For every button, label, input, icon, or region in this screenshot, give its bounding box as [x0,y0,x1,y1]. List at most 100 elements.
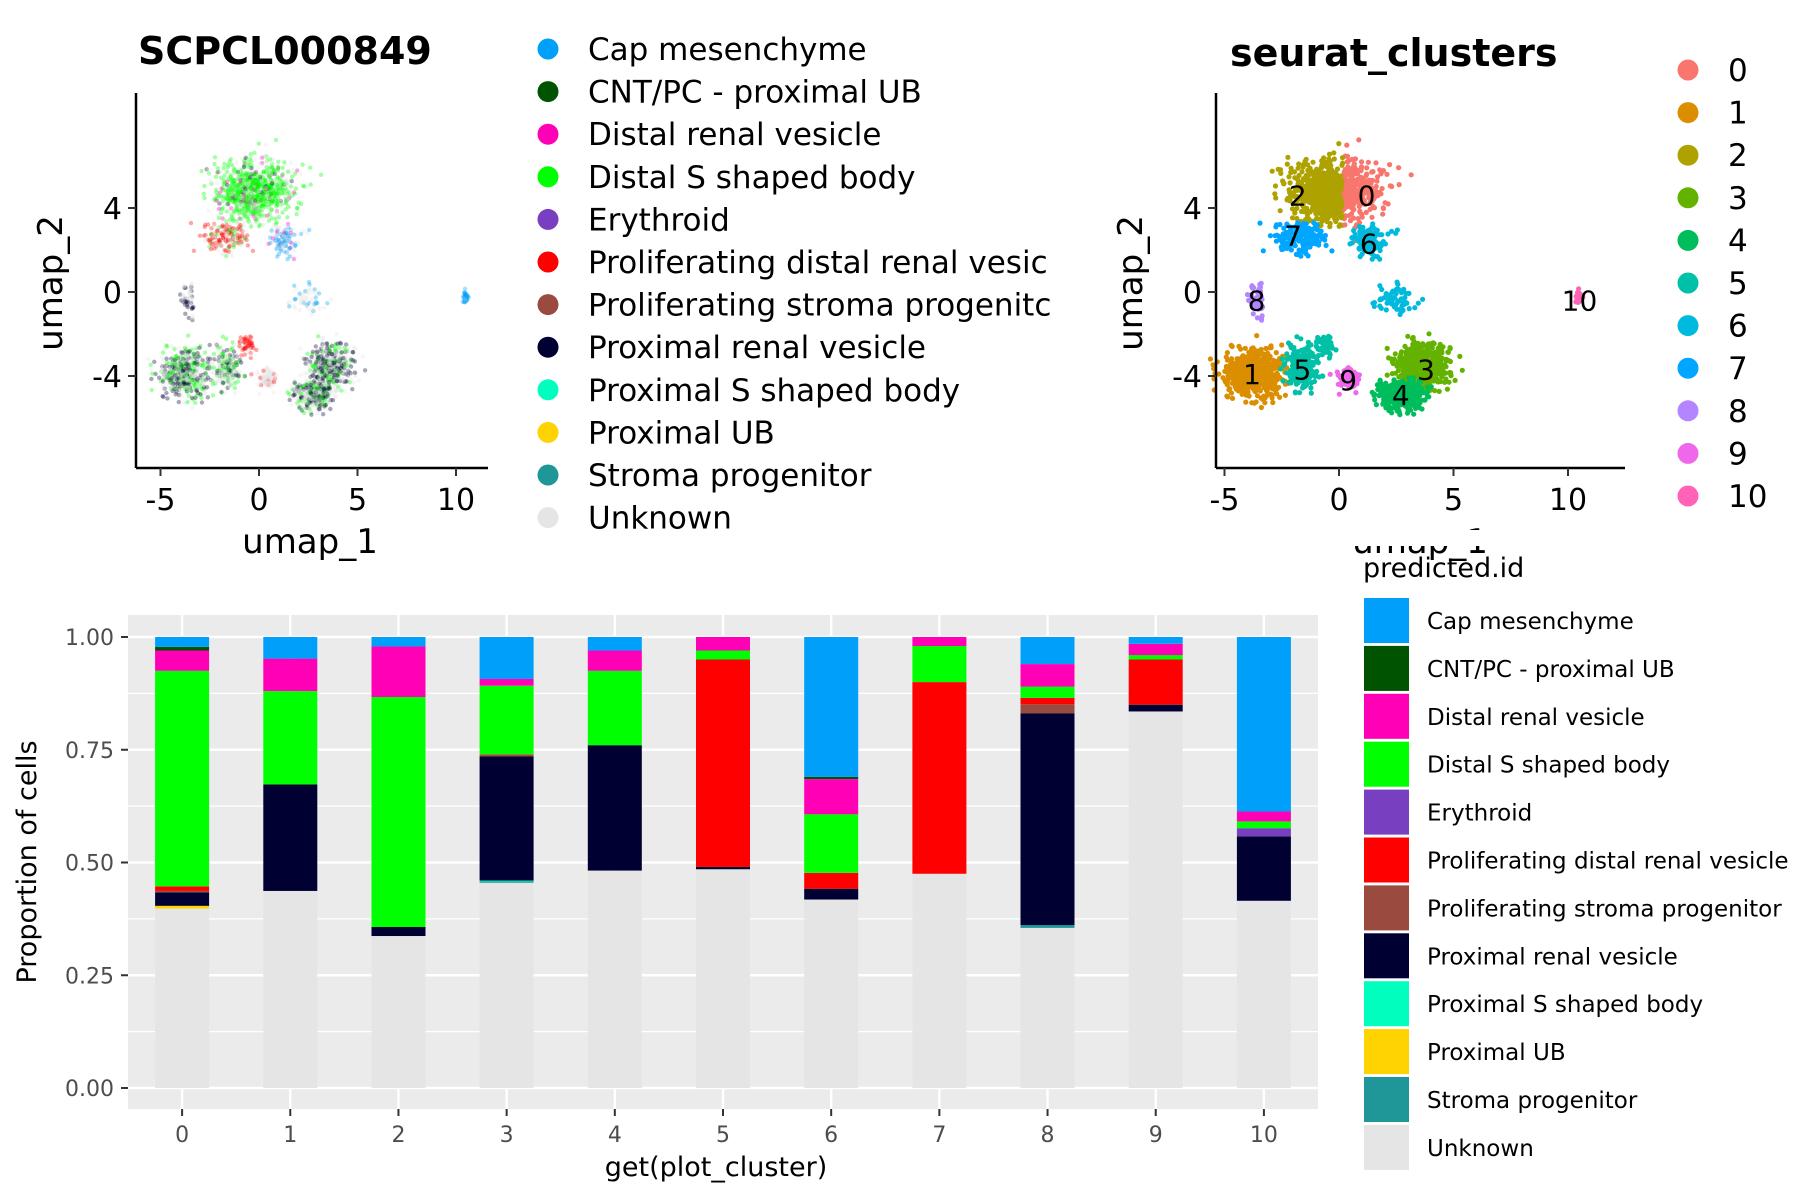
umap-left-point [271,222,277,228]
umap-right-point [1247,350,1253,356]
umap-left-point [258,192,263,197]
umap-left-point [227,384,232,389]
umap-left-point [205,395,211,400]
umap-left-point [259,163,264,168]
umap-left-point [251,211,256,216]
umap-left-point [274,229,280,234]
legend-dot [537,166,559,188]
umap-left-point [257,184,262,189]
umap-left-point [325,353,330,358]
umap-left-point [234,194,239,199]
umap-left-point [250,248,256,254]
umap-left-point [258,175,263,180]
umap-left-point [206,171,212,176]
umap-left-point [245,176,250,181]
umap-left-point [275,233,280,238]
umap-left-point [282,184,287,189]
umap-left-point [275,191,280,196]
umap-right-point [1354,171,1360,177]
umap-left-point [245,182,251,187]
umap-left-point [226,191,232,197]
umap-left-point [242,176,248,182]
umap-left-point [238,178,243,183]
umap-left-point [274,200,279,206]
umap-left-point [267,186,272,191]
umap-right-point [1306,241,1312,247]
umap-left-point [460,299,465,304]
umap-left-point [304,304,309,310]
umap-left-point [283,196,289,201]
umap-left-point [310,296,315,302]
umap-right-point [1273,224,1279,230]
umap-left-point [259,160,265,166]
umap-left-point [268,188,273,194]
umap-left-point [287,190,292,195]
umap-left-point [247,209,253,214]
umap-left-point [268,192,273,198]
umap-left-point [221,166,226,171]
umap-left-point [185,386,190,391]
umap-left-point [294,212,299,217]
umap-left-point [345,366,351,371]
umap-left-point [268,201,273,206]
umap-right-point [1313,188,1319,194]
umap-left-point [232,197,237,203]
umap-left-point [217,201,222,206]
umap-right-point [1346,193,1352,199]
umap-left-point [274,191,279,196]
umap-left-point [312,301,317,307]
umap-left-point [236,204,241,209]
umap-left-point [263,197,268,202]
umap-left-point [259,379,264,384]
umap-left-point [215,166,220,171]
umap-left-point [349,357,354,362]
umap-left-point [191,379,196,384]
umap-left-point [249,179,254,184]
umap-left-point [268,184,273,189]
umap-left-point [244,173,249,178]
umap-left-point [235,180,240,185]
umap-left-point [249,170,254,175]
umap-left-point [312,369,317,374]
umap-left-point [325,301,330,306]
umap-left-point [274,220,279,225]
umap-left-point [265,191,270,197]
umap-left-point [261,191,267,196]
umap-left-point [277,185,282,190]
umap-left-point [250,196,255,202]
umap-left-point [257,182,262,187]
umap-left-point [260,197,265,202]
umap-left-point [270,198,275,203]
umap-left-point [249,195,254,200]
umap-left-point [259,178,264,183]
umap-left-point [230,168,235,173]
umap-right-point [1293,251,1299,257]
umap-left-point [264,183,270,188]
umap-left-point [267,174,272,179]
umap-left-point [239,202,244,207]
umap-left-point [249,205,254,210]
umap-left-point [261,170,267,175]
umap-left-point [232,342,238,348]
umap-left-point [235,232,240,237]
umap-left-point [224,336,229,341]
umap-left-point [234,172,239,177]
umap-left-point [148,362,153,367]
umap-left-point [216,215,222,220]
umap-left-point [253,188,259,193]
umap-left-point [286,196,292,202]
umap-left-point [233,194,238,199]
umap-left-point [235,208,240,213]
umap-left-point [317,398,322,403]
umap-left-point [284,198,289,203]
umap-left-point [295,168,300,173]
umap-right-point [1370,169,1376,175]
umap-left-point [248,211,254,217]
umap-left-point [276,199,281,204]
umap-left-point [229,186,234,192]
umap-right-point [1342,222,1348,228]
umap-left-point [244,174,249,179]
umap-right-point [1276,233,1282,239]
umap-left-point [271,190,277,195]
umap-left-point [222,179,227,185]
